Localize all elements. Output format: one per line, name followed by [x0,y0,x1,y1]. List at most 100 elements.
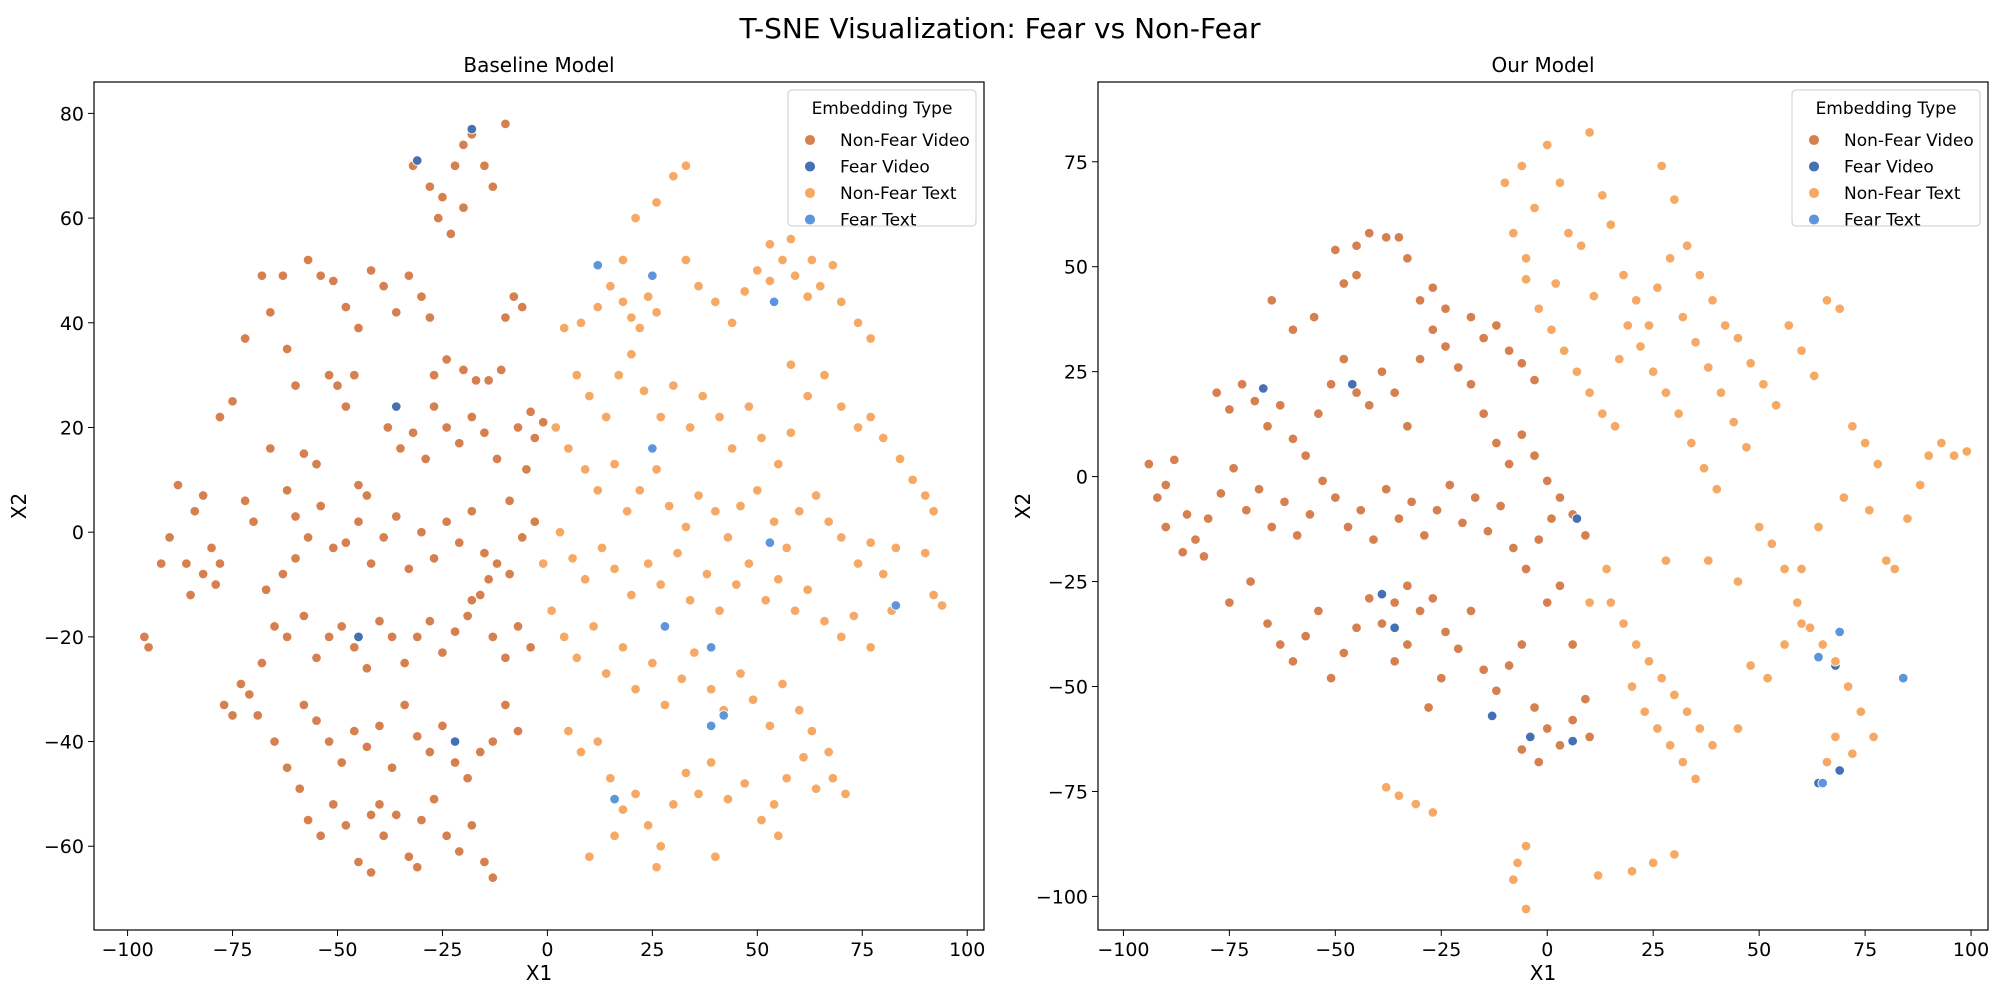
scatter-point [290,511,301,522]
scatter-point [1224,597,1235,608]
scatter-point [630,683,641,695]
scatter-point [294,783,305,794]
scatter-point [185,589,196,601]
scatter-point [567,553,578,564]
scatter-point [1838,492,1850,503]
scatter-point [374,720,385,732]
scatter-point [907,474,918,486]
scatter-point [718,710,729,721]
scatter-point [777,678,788,690]
scatter-point [1491,320,1502,331]
scatter-point [416,291,427,302]
scatter-point [474,589,486,601]
scatter-point [281,762,293,773]
scatter-point [584,390,595,402]
scatter-point [1868,731,1879,743]
scatter-point [449,757,461,768]
scatter-point [1266,295,1278,306]
scatter-point [1554,580,1566,592]
scatter-point [340,401,352,412]
scatter-point [218,699,230,711]
panel-title: Baseline Model [463,53,614,77]
scatter-point [705,683,717,695]
legend-box [1791,89,1981,227]
scatter-point [789,605,801,616]
scatter-point [676,673,687,684]
scatter-point [1313,408,1324,419]
scatter-point [395,443,406,454]
scatter-point [731,579,742,590]
scatter-point [504,495,515,507]
scatter-point [1847,420,1858,432]
scatter-point [1181,509,1193,520]
legend-entry: Fear Video [840,158,930,178]
scatter-point [487,181,499,192]
scatter-point [1258,383,1269,394]
scatter-point [919,547,931,559]
scatter-point [659,699,671,711]
scatter-point [1402,580,1413,592]
scatter-point [1707,295,1718,306]
x-tick-label: 75 [1853,939,1877,961]
scatter-point [739,286,750,297]
scatter-point [281,485,293,496]
scatter-point [1304,509,1316,520]
scatter-point [1796,618,1807,629]
scatter-point [1808,370,1820,382]
scatter-point [714,411,725,423]
scatter-point [638,385,650,397]
legend-title: Embedding Type [1816,99,1957,119]
scatter-point [1520,903,1532,915]
scatter-point [1694,269,1706,281]
scatter-point [391,511,402,522]
scatter-point [1503,660,1515,671]
scatter-points [139,118,948,883]
scatter-point [668,380,679,391]
legend-box [787,89,977,227]
scatter-point [1363,399,1375,411]
scatter-point [1864,504,1875,516]
scatter-point [1351,269,1362,281]
scatter-point [466,123,478,135]
scatter-point [1465,311,1477,323]
scatter-point [361,741,373,753]
scatter-point [1630,639,1642,650]
scatter-point [1393,232,1405,243]
scatter-point [1630,295,1642,306]
scatter-point [1313,605,1324,617]
scatter-point [1643,320,1655,331]
scatter-point [1376,618,1388,629]
scatter-point [311,652,322,664]
scatter-point [1842,681,1854,692]
scatter-point [441,830,452,842]
series-non-fear-video [1143,227,1595,768]
scatter-point [1923,450,1934,461]
scatter-point [1300,450,1311,461]
scatter-point [529,516,541,527]
x-tick-label: 75 [850,939,874,961]
scatter-point [1703,555,1714,566]
legend-entry: Non-Fear Video [1844,131,1974,151]
scatter-point [206,542,217,554]
scatter-point [328,275,339,287]
scatter-point [743,401,755,412]
scatter-point [1783,320,1795,331]
scatter-point [642,820,654,831]
scatter-point [1266,521,1278,533]
scatter-point [403,851,415,862]
scatter-point [1402,253,1413,264]
scatter-point [353,856,364,868]
scatter-point [701,568,713,580]
scatter-point [315,500,326,512]
scatter-point [365,265,377,276]
scatter-point [802,584,813,596]
scatter-point [600,668,612,679]
scatter-point [453,537,465,548]
scatter-point [663,500,675,512]
legend-marker [804,213,816,226]
scatter-point [1478,408,1489,419]
scatter-point [1491,685,1502,696]
y-tick-label: −20 [44,627,84,649]
scatter-point [1287,433,1299,445]
scatter-point [1363,593,1375,604]
